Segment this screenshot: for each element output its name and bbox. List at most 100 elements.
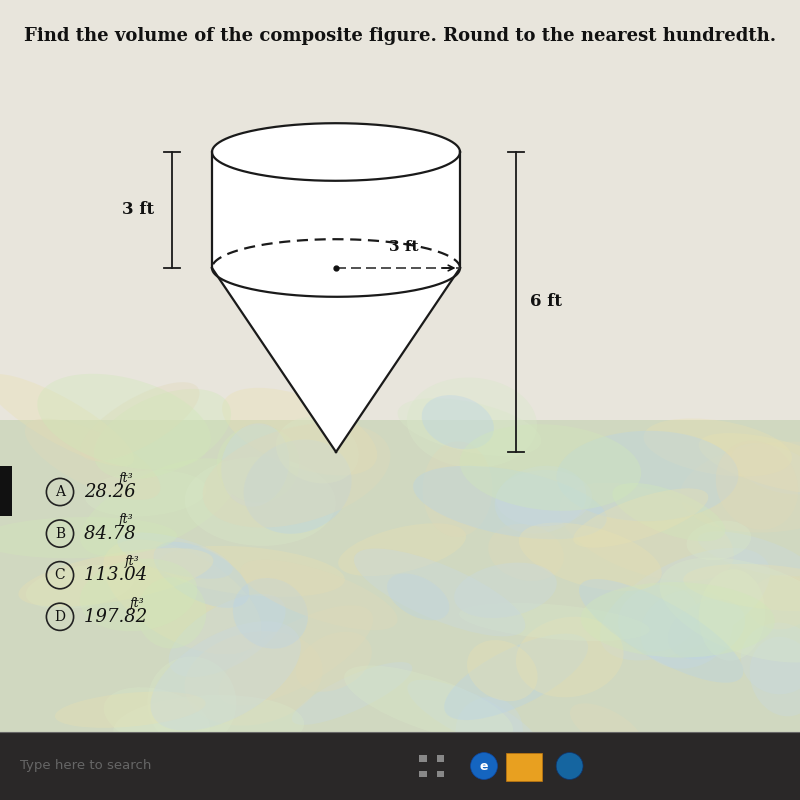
Ellipse shape xyxy=(158,546,345,597)
Ellipse shape xyxy=(456,697,523,762)
Ellipse shape xyxy=(698,433,800,494)
Ellipse shape xyxy=(296,632,372,692)
Ellipse shape xyxy=(338,523,466,576)
Ellipse shape xyxy=(641,590,733,669)
Circle shape xyxy=(556,753,583,779)
Ellipse shape xyxy=(221,423,290,506)
Text: e: e xyxy=(480,759,488,773)
Ellipse shape xyxy=(85,470,206,516)
Ellipse shape xyxy=(218,606,373,706)
Ellipse shape xyxy=(118,533,233,578)
Ellipse shape xyxy=(81,382,199,461)
Ellipse shape xyxy=(202,422,390,527)
Ellipse shape xyxy=(459,603,650,641)
FancyBboxPatch shape xyxy=(419,771,426,778)
Ellipse shape xyxy=(80,458,238,556)
Ellipse shape xyxy=(185,631,322,726)
Ellipse shape xyxy=(747,575,800,630)
Ellipse shape xyxy=(26,565,134,609)
Ellipse shape xyxy=(233,578,308,649)
Text: 113.04: 113.04 xyxy=(84,566,153,584)
Ellipse shape xyxy=(38,374,210,470)
Ellipse shape xyxy=(750,637,800,716)
Text: 3 ft: 3 ft xyxy=(122,202,154,218)
Ellipse shape xyxy=(0,374,134,466)
FancyBboxPatch shape xyxy=(0,466,12,516)
Text: 28.26: 28.26 xyxy=(84,483,142,501)
Ellipse shape xyxy=(570,703,642,751)
Ellipse shape xyxy=(55,691,206,728)
Text: C: C xyxy=(54,568,66,582)
Text: 84.78: 84.78 xyxy=(84,525,142,542)
Text: B: B xyxy=(55,526,65,541)
Text: ft³: ft³ xyxy=(130,597,145,610)
Ellipse shape xyxy=(114,695,304,759)
Ellipse shape xyxy=(244,439,352,534)
Text: 3 ft: 3 ft xyxy=(390,239,419,254)
Ellipse shape xyxy=(292,662,412,725)
Ellipse shape xyxy=(686,521,751,560)
Polygon shape xyxy=(212,123,460,181)
Ellipse shape xyxy=(467,640,538,701)
Ellipse shape xyxy=(150,622,301,730)
Ellipse shape xyxy=(454,562,557,618)
Text: ft³: ft³ xyxy=(124,555,139,568)
FancyBboxPatch shape xyxy=(0,420,800,732)
Text: A: A xyxy=(55,485,65,499)
Ellipse shape xyxy=(169,594,286,677)
Text: ft³: ft³ xyxy=(118,514,133,526)
Ellipse shape xyxy=(103,539,262,654)
Ellipse shape xyxy=(612,483,726,542)
Ellipse shape xyxy=(573,488,708,548)
FancyBboxPatch shape xyxy=(0,732,800,800)
Ellipse shape xyxy=(698,531,800,577)
Ellipse shape xyxy=(488,524,564,581)
Ellipse shape xyxy=(731,443,800,494)
Text: 6 ft: 6 ft xyxy=(530,294,562,310)
Text: D: D xyxy=(54,610,66,624)
Ellipse shape xyxy=(422,395,494,450)
Text: Type here to search: Type here to search xyxy=(20,759,151,773)
Ellipse shape xyxy=(407,680,541,755)
Ellipse shape xyxy=(618,585,698,651)
FancyBboxPatch shape xyxy=(506,754,542,781)
Ellipse shape xyxy=(579,579,743,682)
Ellipse shape xyxy=(241,560,398,630)
Ellipse shape xyxy=(18,548,214,606)
Ellipse shape xyxy=(407,378,537,468)
Ellipse shape xyxy=(217,425,299,502)
Ellipse shape xyxy=(460,424,641,510)
Ellipse shape xyxy=(25,418,161,500)
Ellipse shape xyxy=(137,577,206,649)
Text: ft³: ft³ xyxy=(118,472,133,485)
Ellipse shape xyxy=(154,542,250,608)
FancyBboxPatch shape xyxy=(419,755,426,762)
Ellipse shape xyxy=(398,398,542,456)
Ellipse shape xyxy=(557,430,738,522)
Ellipse shape xyxy=(387,574,450,620)
FancyBboxPatch shape xyxy=(437,771,444,778)
Ellipse shape xyxy=(222,388,377,475)
Ellipse shape xyxy=(698,570,765,661)
FancyBboxPatch shape xyxy=(437,755,444,762)
Ellipse shape xyxy=(0,517,177,558)
Ellipse shape xyxy=(494,466,586,534)
Ellipse shape xyxy=(643,418,792,477)
Ellipse shape xyxy=(559,482,734,581)
Text: Find the volume of the composite figure. Round to the nearest hundredth.: Find the volume of the composite figure.… xyxy=(24,27,776,45)
Ellipse shape xyxy=(581,582,774,658)
Ellipse shape xyxy=(276,417,358,483)
Ellipse shape xyxy=(600,548,770,661)
Ellipse shape xyxy=(683,564,800,611)
Ellipse shape xyxy=(147,657,236,748)
Ellipse shape xyxy=(185,457,335,546)
Ellipse shape xyxy=(413,466,607,539)
Circle shape xyxy=(470,753,498,779)
Ellipse shape xyxy=(668,599,745,659)
Ellipse shape xyxy=(344,666,513,742)
Ellipse shape xyxy=(716,441,798,530)
Text: 197.82: 197.82 xyxy=(84,608,158,626)
Ellipse shape xyxy=(354,549,526,636)
Ellipse shape xyxy=(516,617,623,698)
FancyBboxPatch shape xyxy=(0,0,800,732)
